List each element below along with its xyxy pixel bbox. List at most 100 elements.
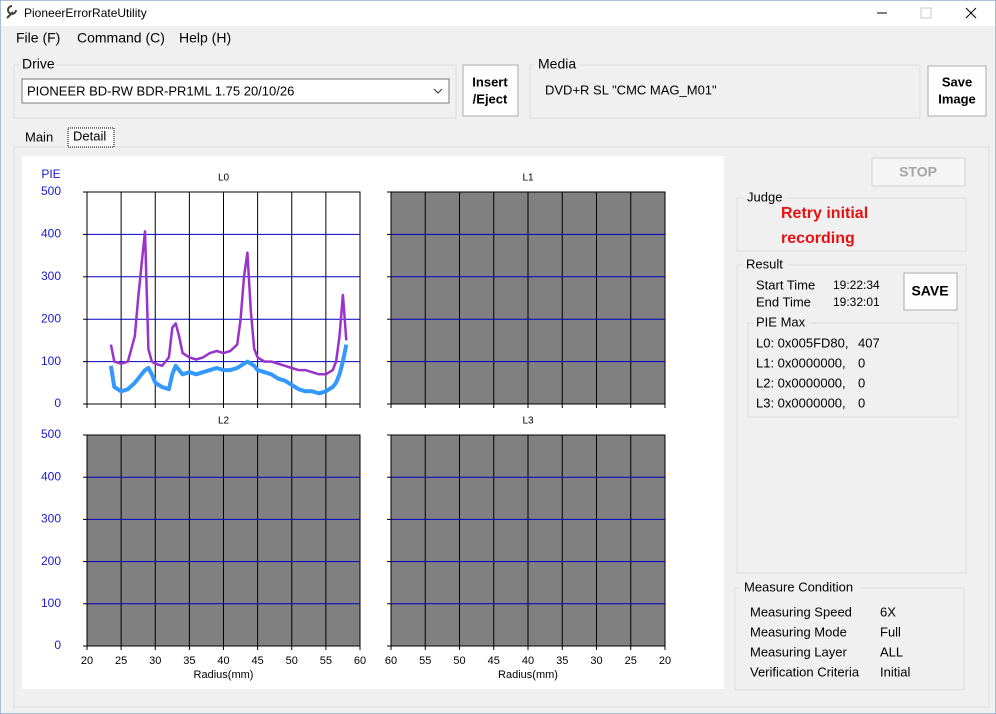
tab[interactable]: Main xyxy=(25,129,53,144)
end-label: End Time xyxy=(756,294,811,309)
judge-text: Retry initial xyxy=(781,205,868,222)
insert-eject-button[interactable] xyxy=(462,64,519,117)
y-tick-label: 400 xyxy=(41,227,61,241)
y-tick-label: 0 xyxy=(54,638,61,652)
tab-selected[interactable] xyxy=(67,127,115,148)
label-bg xyxy=(535,58,580,72)
y-tick-label: 300 xyxy=(41,512,61,526)
close-button[interactable] xyxy=(965,7,977,19)
measure-label: Measuring Mode xyxy=(750,624,847,639)
menu-item[interactable]: Command (C) xyxy=(77,30,165,46)
judge-text: recording xyxy=(781,230,855,247)
x-tick-label: 20 xyxy=(659,655,671,667)
drive-selected: PIONEER BD-RW BDR-PR1ML 1.75 20/10/26 xyxy=(27,83,294,98)
group-label: Result xyxy=(746,256,783,271)
x-tick-label: 60 xyxy=(354,655,366,667)
window-title: PioneerErrorRateUtility xyxy=(24,6,147,20)
chart-title: L1 xyxy=(522,173,534,184)
save-button[interactable] xyxy=(903,272,958,311)
x-tick-label: 30 xyxy=(149,655,161,667)
y-tick-label: 200 xyxy=(41,311,61,325)
chart-title: L0 xyxy=(218,173,230,184)
measure-value: Full xyxy=(880,624,901,639)
button-label: STOP xyxy=(899,164,937,180)
measure-value: 6X xyxy=(880,604,896,619)
x-tick-label: 60 xyxy=(385,655,397,667)
group-label: PIE Max xyxy=(756,314,806,329)
data-line xyxy=(108,344,349,396)
label-bg xyxy=(744,191,786,205)
save-image-button[interactable] xyxy=(927,65,987,117)
y-tick-label: 100 xyxy=(41,354,61,368)
y-tick-label: 0 xyxy=(54,396,61,410)
plot-border xyxy=(86,434,361,647)
plot-border xyxy=(86,191,361,405)
x-tick-label: 50 xyxy=(286,655,298,667)
group-label: Drive xyxy=(22,56,55,72)
button-label: Insert xyxy=(472,74,508,89)
x-tick-label: 30 xyxy=(590,655,602,667)
group-label: Media xyxy=(538,56,576,72)
stop-button xyxy=(871,157,966,187)
drive-group xyxy=(13,64,457,119)
pie-max-value: 407 xyxy=(858,335,880,350)
x-tick-label: 25 xyxy=(115,655,127,667)
label-bg xyxy=(20,58,56,72)
x-axis-label: Radius(mm) xyxy=(498,669,558,681)
y-axis-label: PIE xyxy=(41,167,60,181)
y-tick-label: 100 xyxy=(41,596,61,610)
pie-max-rows: L0: 0x005FD80, 407 L1: 0x0000000, 0 L2: 0x00… xyxy=(756,335,880,410)
group-label: Measure Condition xyxy=(744,579,853,594)
x-tick-label: 55 xyxy=(419,655,431,667)
pie-max-value: 0 xyxy=(858,355,865,370)
pie-max-label: L0: 0x005FD80, xyxy=(756,335,849,350)
x-tick-label: 45 xyxy=(252,655,264,667)
button-label: Save xyxy=(942,74,972,89)
pie-max-group xyxy=(747,322,959,418)
y-tick-label: 500 xyxy=(41,184,61,198)
media-group xyxy=(529,64,921,119)
result-group xyxy=(736,264,967,574)
measure-label: Measuring Speed xyxy=(750,604,852,619)
x-tick-label: 40 xyxy=(522,655,534,667)
button-label: Image xyxy=(938,91,976,106)
x-tick-label: 55 xyxy=(320,655,332,667)
measure-label: Verification Criteria xyxy=(750,664,860,679)
start-label: Start Time xyxy=(756,277,815,292)
measure-value: Initial xyxy=(880,664,910,679)
x-tick-label: 45 xyxy=(488,655,500,667)
plot-border xyxy=(390,191,666,405)
pie-max-value: 0 xyxy=(858,375,865,390)
x-tick-label: 50 xyxy=(453,655,465,667)
y-tick-label: 400 xyxy=(41,469,61,483)
combo-arrow xyxy=(433,88,443,94)
menu-item[interactable]: Help (H) xyxy=(179,30,231,46)
label-bg xyxy=(743,258,788,272)
x-tick-label: 20 xyxy=(81,655,93,667)
measure-label: Measuring Layer xyxy=(750,644,847,659)
data-line xyxy=(109,230,348,376)
measure-value: ALL xyxy=(880,644,903,659)
chart-title: L2 xyxy=(218,416,230,427)
maximize-button xyxy=(920,7,932,19)
label-bg xyxy=(740,581,860,595)
tab[interactable]: Detail xyxy=(73,128,106,143)
y-tick-label: 300 xyxy=(41,269,61,283)
drive-combo[interactable] xyxy=(21,78,450,104)
judge-group xyxy=(736,197,967,252)
pie-max-label: L3: 0x0000000, xyxy=(756,395,846,410)
menu-item[interactable]: File (F) xyxy=(16,30,60,46)
end-time: 19:32:01 xyxy=(833,295,880,309)
button-label: SAVE xyxy=(911,283,948,299)
start-time: 19:22:34 xyxy=(833,278,880,292)
chart-title: L3 xyxy=(522,416,534,427)
x-tick-label: 25 xyxy=(625,655,637,667)
x-tick-label: 35 xyxy=(183,655,195,667)
x-axis-label: Radius(mm) xyxy=(194,669,254,681)
group-label: Judge xyxy=(747,189,782,204)
title-bar xyxy=(1,1,995,26)
media-value: DVD+R SL "CMC MAG_M01" xyxy=(545,82,717,97)
